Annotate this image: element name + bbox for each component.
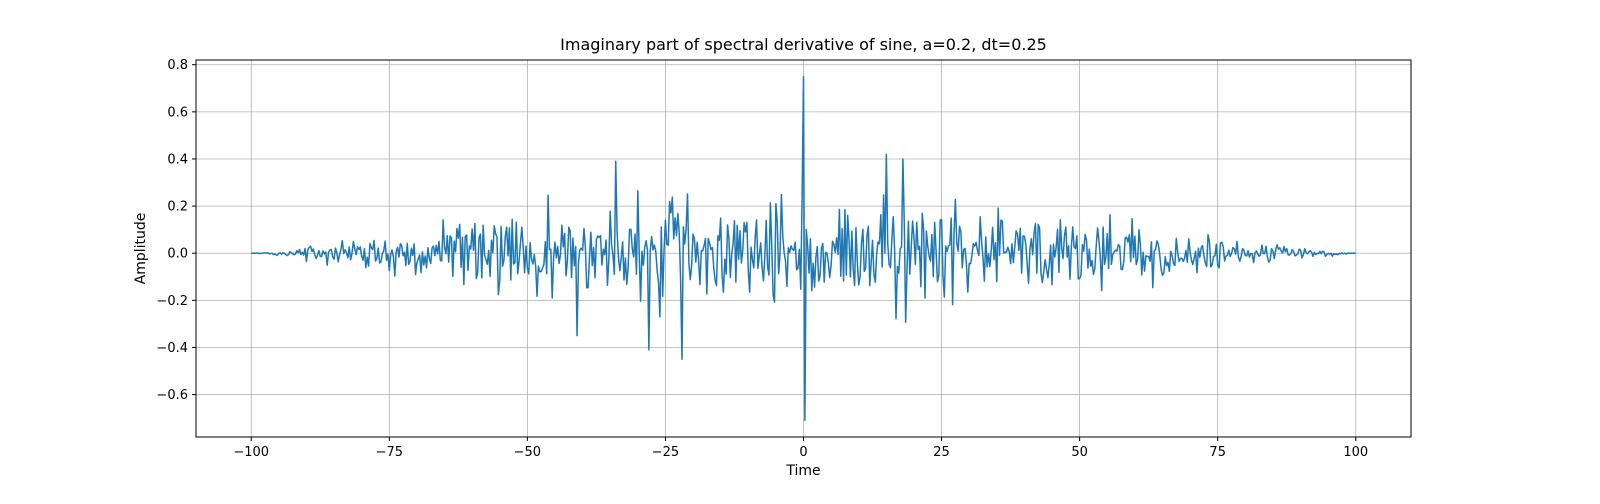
y-tick-label: −0.6 — [156, 388, 188, 403]
x-tick-label: −75 — [376, 445, 403, 460]
x-tick-label: 75 — [1209, 445, 1226, 460]
y-tick-label: 0.6 — [167, 105, 188, 120]
y-axis-ticks: −0.6 −0.4 −0.2 0.0 0.2 0.4 0.6 0.8 — [156, 58, 196, 403]
series-layer — [251, 75, 1356, 422]
x-tick-label: 0 — [799, 445, 807, 460]
y-axis-label: Amplitude — [133, 213, 149, 285]
y-tick-label: −0.2 — [156, 294, 188, 309]
x-tick-label: −100 — [233, 445, 269, 460]
x-tick-label: 100 — [1343, 445, 1368, 460]
chart-title: Imaginary part of spectral derivative of… — [560, 35, 1047, 54]
y-tick-label: 0.0 — [167, 247, 188, 262]
y-tick-label: −0.4 — [156, 341, 188, 356]
x-tick-label: −25 — [652, 445, 679, 460]
x-tick-label: 25 — [933, 445, 950, 460]
y-tick-label: 0.8 — [167, 58, 188, 73]
y-tick-label: 0.2 — [167, 200, 188, 215]
series-line — [251, 75, 1356, 422]
x-axis-ticks: −100 −75 −50 −25 0 25 50 75 100 — [233, 437, 1368, 460]
x-axis-label: Time — [785, 463, 820, 479]
x-tick-label: −50 — [514, 445, 541, 460]
x-tick-label: 50 — [1071, 445, 1088, 460]
y-tick-label: 0.4 — [167, 152, 188, 167]
